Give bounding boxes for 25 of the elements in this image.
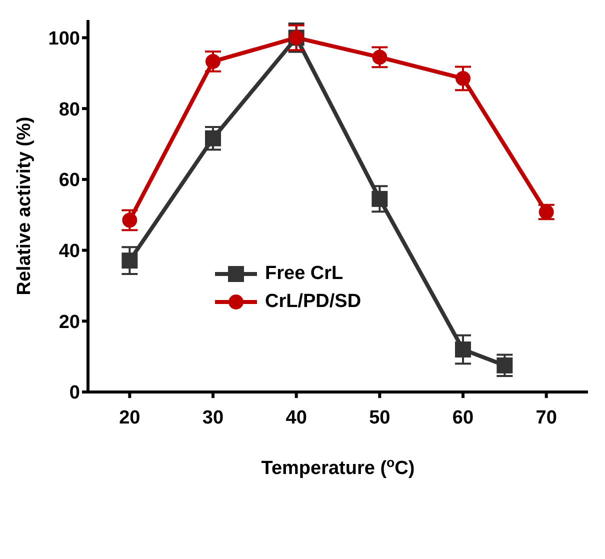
point (122, 252, 138, 269)
point (206, 54, 220, 69)
x-tick-label: 50 (369, 407, 390, 428)
point (455, 341, 471, 358)
point (122, 212, 138, 228)
x-tick-label: 70 (536, 407, 557, 428)
y-tick-label: 60 (58, 170, 80, 192)
y-axis-title: Relative activity (%) (14, 116, 35, 296)
x-tick-label: 20 (119, 407, 140, 428)
y-tick-label: 80 (58, 99, 80, 120)
x-tick-label: 60 (452, 407, 474, 428)
legend-label: Free CrL (265, 263, 344, 285)
x-axis-title: Temperature ($^{o}$C) (261, 454, 415, 479)
point (496, 357, 513, 374)
y-tick-label: 0 (69, 382, 80, 404)
x-tick-label: 30 (202, 407, 224, 428)
y-tick-label: 20 (58, 312, 80, 333)
point (456, 70, 470, 86)
x-tick-label: 40 (286, 407, 307, 428)
point (372, 190, 388, 207)
y-tick-label: 40 (58, 241, 80, 262)
point (372, 50, 388, 65)
point (205, 130, 221, 146)
legend-label: CrL/PD/SD (265, 291, 362, 313)
y-tick-label: 100 (48, 28, 80, 50)
